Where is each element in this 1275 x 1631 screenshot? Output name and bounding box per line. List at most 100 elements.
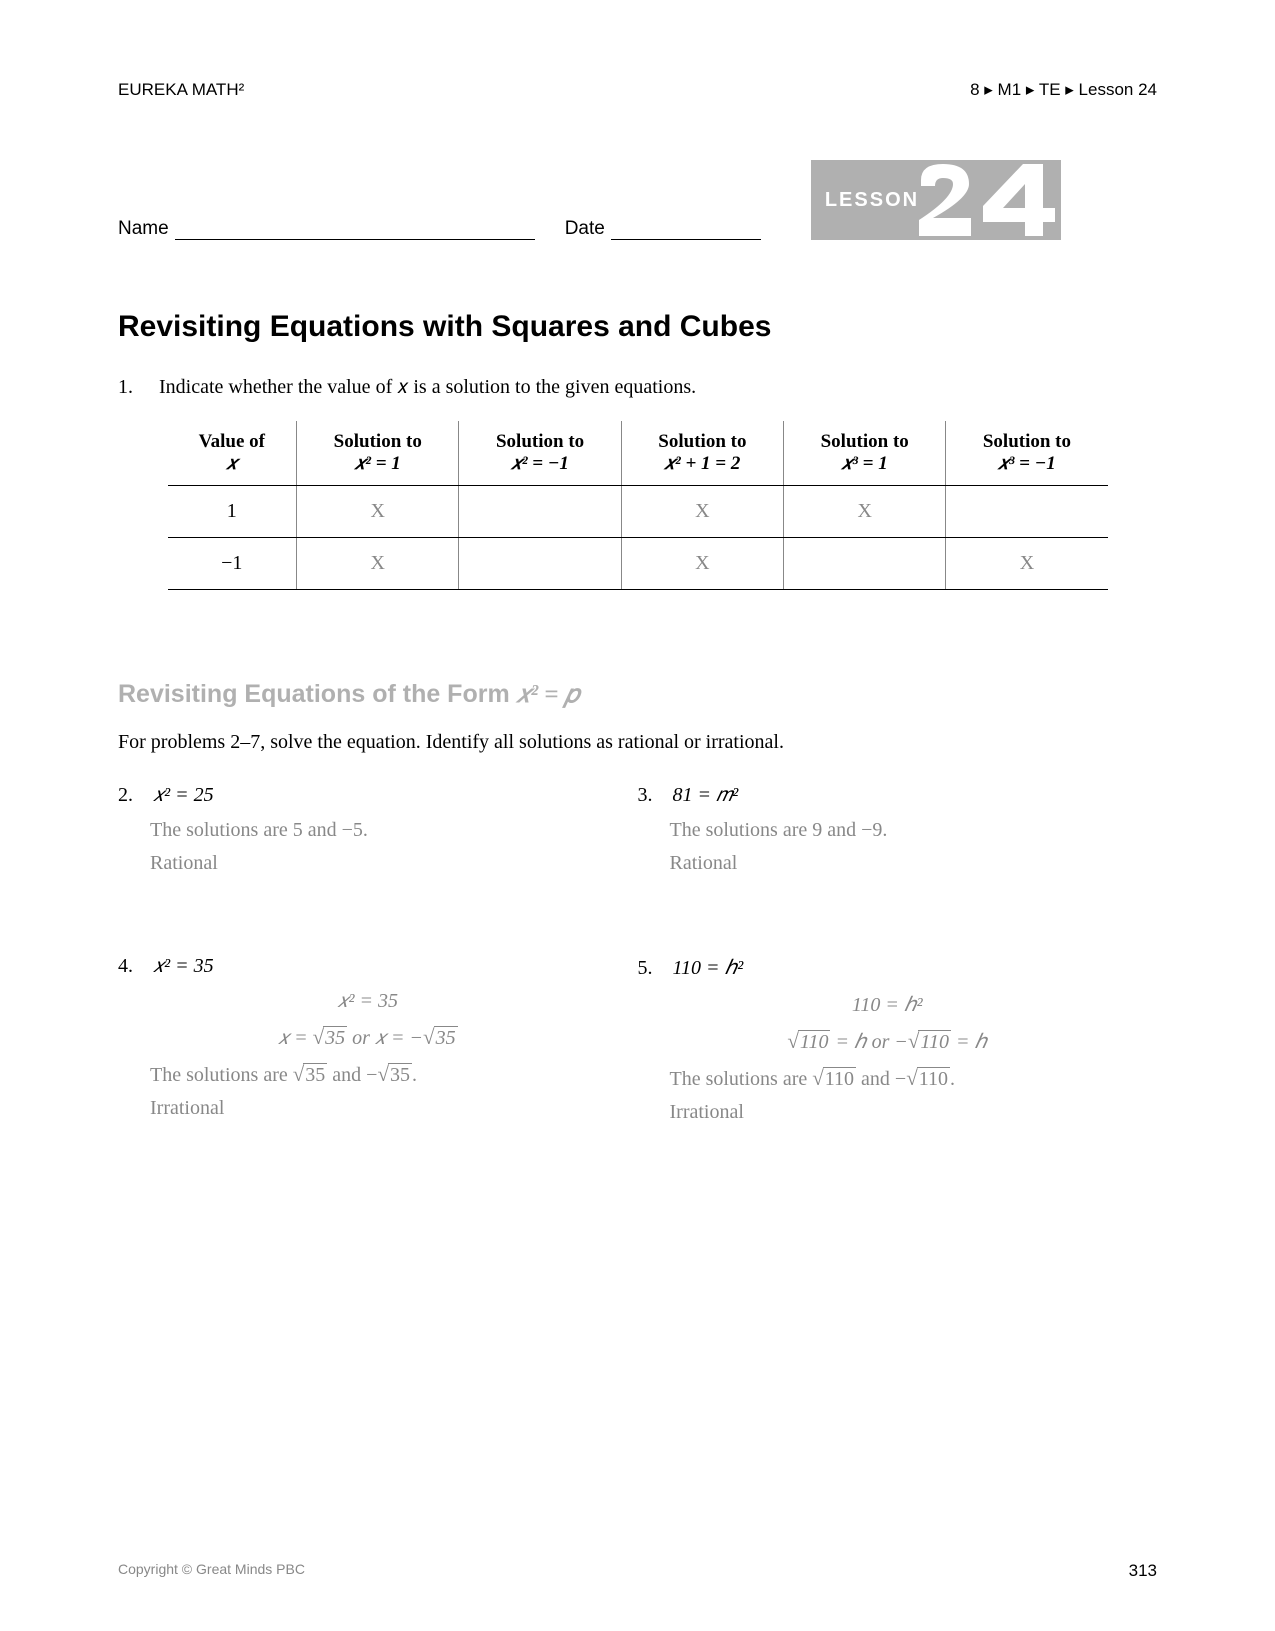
page-number: 313	[1129, 1561, 1157, 1581]
sqrt-icon: 110	[812, 1066, 856, 1091]
name-date-row: Name Date LESSON	[118, 160, 1157, 240]
p2-num: 2.	[118, 784, 148, 807]
p5-eq: 110 = ℎ²	[673, 957, 744, 979]
problem-4: 4. 𝑥² = 35 𝑥² = 35 𝑥 = 35 or 𝑥 = −35 The…	[118, 955, 638, 1134]
cell: X	[946, 538, 1108, 590]
cell	[946, 486, 1108, 538]
q1-text: Indicate whether the value of 𝑥 is a sol…	[159, 376, 696, 398]
th-c2: Solution to 𝑥² = −1	[459, 421, 621, 486]
q1-number: 1.	[118, 376, 154, 399]
lesson-badge: LESSON	[811, 160, 1061, 240]
p4-solr1: 35	[303, 1063, 327, 1086]
sqrt-icon: 110	[906, 1066, 950, 1091]
p4-w2r1: 35	[323, 1026, 347, 1049]
p4-solmid: and −	[327, 1064, 377, 1086]
section-heading-pre: Revisiting Equations of the Form	[118, 680, 517, 708]
p5-sola: The solutions are	[670, 1068, 813, 1090]
p5-solr1: 110	[823, 1067, 856, 1090]
p5-work2: 110 = ℎ or −110 = ℎ	[638, 1029, 1138, 1054]
page-title: Revisiting Equations with Squares and Cu…	[118, 310, 1157, 344]
th-c4: Solution to 𝑥³ = 1	[784, 421, 946, 486]
p3-kind: Rational	[670, 852, 1138, 875]
cell: X	[621, 538, 783, 590]
th-c1-bot: 𝑥² = 1	[355, 453, 401, 474]
th-value-top: Value of	[199, 431, 265, 452]
p4-eq: 𝑥² = 35	[153, 955, 214, 977]
solution-table: Value of 𝑥 Solution to 𝑥² = 1 Solution t…	[168, 421, 1108, 590]
cell	[459, 538, 621, 590]
section-heading: Revisiting Equations of the Form 𝑥² = 𝑝	[118, 680, 1157, 709]
th-c1-top: Solution to	[334, 431, 422, 452]
name-line	[175, 220, 535, 240]
p5-num: 5.	[638, 957, 668, 980]
p5-solmid: and −	[856, 1068, 906, 1090]
p4-w2mid: or 𝑥 = −	[347, 1027, 423, 1049]
p4-solr2: 35	[388, 1063, 412, 1086]
sqrt-icon: 110	[908, 1029, 951, 1054]
cell: X	[621, 486, 783, 538]
p4-w2r2: 35	[434, 1026, 458, 1049]
date-block: Date	[565, 218, 761, 240]
problem-5: 5. 110 = ℎ² 110 = ℎ² 110 = ℎ or −110 = ℎ…	[638, 955, 1158, 1134]
date-line	[611, 220, 761, 240]
p5-w2r2: 110	[918, 1030, 951, 1053]
p5-solend: .	[950, 1068, 955, 1090]
th-c4-top: Solution to	[821, 431, 909, 452]
th-c3-bot: 𝑥² + 1 = 2	[664, 453, 740, 474]
sqrt-icon: 35	[423, 1025, 458, 1050]
th-value-bot: 𝑥	[227, 453, 238, 474]
sqrt-icon: 110	[787, 1029, 830, 1054]
name-label: Name	[118, 218, 169, 240]
p4-solution: The solutions are 35 and −35.	[150, 1062, 618, 1087]
copyright: Copyright © Great Minds PBC	[118, 1561, 305, 1581]
p3-eq: 81 = 𝑚²	[673, 784, 739, 806]
header-left: EUREKA MATH²	[118, 80, 244, 100]
th-c3: Solution to 𝑥² + 1 = 2	[621, 421, 783, 486]
page-footer: Copyright © Great Minds PBC 313	[118, 1561, 1157, 1581]
p5-work1: 110 = ℎ²	[638, 992, 1138, 1017]
th-c1: Solution to 𝑥² = 1	[297, 421, 459, 486]
date-label: Date	[565, 218, 605, 240]
page-header: EUREKA MATH² 8 ▸ M1 ▸ TE ▸ Lesson 24	[118, 80, 1157, 100]
header-right: 8 ▸ M1 ▸ TE ▸ Lesson 24	[970, 80, 1157, 100]
p5-w2a: = ℎ or −	[830, 1031, 907, 1053]
th-c5: Solution to 𝑥³ = −1	[946, 421, 1108, 486]
cell: X	[297, 538, 459, 590]
cell: X	[297, 486, 459, 538]
sqrt-icon: 35	[377, 1062, 412, 1087]
cell-val: 1	[168, 486, 297, 538]
table-row: −1 X X X	[168, 538, 1108, 590]
p2-solution: The solutions are 5 and −5.	[150, 819, 618, 842]
p5-w2r1: 110	[798, 1030, 831, 1053]
lesson-number-icon	[913, 160, 1061, 240]
question-1: 1. Indicate whether the value of 𝑥 is a …	[118, 376, 1157, 399]
th-c5-top: Solution to	[983, 431, 1071, 452]
th-c2-top: Solution to	[496, 431, 584, 452]
p4-solend: .	[412, 1064, 417, 1086]
sqrt-icon: 35	[293, 1062, 328, 1087]
p4-work1: 𝑥² = 35	[118, 990, 618, 1013]
th-c5-bot: 𝑥³ = −1	[998, 453, 1056, 474]
p4-num: 4.	[118, 955, 148, 978]
p2-kind: Rational	[150, 852, 618, 875]
cell	[459, 486, 621, 538]
th-c2-bot: 𝑥² = −1	[511, 453, 569, 474]
p4-kind: Irrational	[150, 1097, 618, 1120]
table-row: 1 X X X	[168, 486, 1108, 538]
lesson-badge-label: LESSON	[825, 189, 919, 212]
th-c3-top: Solution to	[658, 431, 746, 452]
cell	[784, 538, 946, 590]
p4-w2a: 𝑥 =	[278, 1027, 313, 1049]
p5-solution: The solutions are 110 and −110.	[670, 1066, 1138, 1091]
p4-work2: 𝑥 = 35 or 𝑥 = −35	[118, 1025, 618, 1050]
section-heading-eq: 𝑥² = 𝑝	[517, 681, 579, 708]
p5-solr2: 110	[917, 1067, 950, 1090]
th-c4-bot: 𝑥³ = 1	[842, 453, 888, 474]
p3-num: 3.	[638, 784, 668, 807]
problems: 2. 𝑥² = 25 The solutions are 5 and −5. R…	[118, 784, 1157, 1204]
cell-val: −1	[168, 538, 297, 590]
section-intro: For problems 2–7, solve the equation. Id…	[118, 731, 1157, 754]
p5-w2end: = ℎ	[951, 1031, 987, 1053]
p4-sola: The solutions are	[150, 1064, 293, 1086]
problem-2: 2. 𝑥² = 25 The solutions are 5 and −5. R…	[118, 784, 638, 885]
